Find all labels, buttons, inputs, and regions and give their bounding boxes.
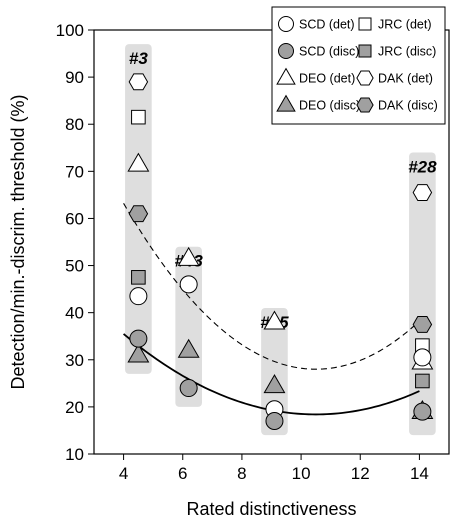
point-deo-det-2 bbox=[177, 246, 200, 266]
y-axis-ticks: 10 20 30 40 50 60 70 80 90 100 bbox=[56, 21, 94, 464]
legend-label-jrc-det: JRC (det) bbox=[378, 18, 431, 32]
x-axis-title: Rated distinctiveness bbox=[186, 499, 356, 519]
y-tick-label-70: 70 bbox=[65, 162, 84, 181]
x-tick-label-4: 4 bbox=[119, 464, 128, 483]
y-tick-label-10: 10 bbox=[65, 445, 84, 464]
point-dak-det-1 bbox=[128, 73, 149, 91]
data-points bbox=[127, 73, 434, 431]
legend-label-deo-det: DEO (det) bbox=[299, 72, 355, 86]
legend-label-dak-det: DAK (det) bbox=[378, 72, 433, 86]
legend-marker-deo-disc bbox=[276, 94, 296, 112]
legend-label-scd-det: SCD (det) bbox=[299, 18, 355, 32]
y-tick-label-90: 90 bbox=[65, 68, 84, 87]
legend-marker-dak-disc bbox=[356, 97, 374, 113]
y-tick-label-20: 20 bbox=[65, 398, 84, 417]
point-deo-disc-1 bbox=[127, 343, 150, 363]
y-axis-title: Detection/min.-discrim. threshold (%) bbox=[8, 94, 28, 389]
legend-marker-jrc-det bbox=[358, 17, 372, 31]
legend-label-deo-disc: DEO (disc) bbox=[299, 99, 360, 113]
y-tick-label-60: 60 bbox=[65, 209, 84, 228]
point-scd-det-2 bbox=[179, 275, 198, 294]
y-tick-label-40: 40 bbox=[65, 304, 84, 323]
legend-marker-scd-disc bbox=[278, 43, 294, 59]
group-label-4: #28 bbox=[408, 157, 437, 176]
point-jrc-det-1 bbox=[131, 109, 146, 125]
x-tick-label-6: 6 bbox=[178, 464, 187, 483]
point-jrc-disc-2 bbox=[415, 373, 430, 389]
point-scd-disc-3 bbox=[265, 412, 284, 431]
point-dak-det-2 bbox=[412, 184, 433, 201]
legend-marker-dak-det bbox=[356, 70, 374, 86]
y-tick-label-50: 50 bbox=[65, 257, 84, 276]
point-dak-disc-1 bbox=[128, 205, 149, 223]
legend-label-scd-disc: SCD (disc) bbox=[299, 45, 359, 59]
legend-marker-scd-det bbox=[278, 16, 294, 32]
point-scd-disc-1 bbox=[129, 329, 148, 348]
y-tick-label-30: 30 bbox=[65, 351, 84, 370]
point-deo-disc-2 bbox=[177, 338, 200, 358]
x-axis-ticks: 4 6 8 10 12 14 bbox=[119, 454, 429, 483]
y-tick-label-80: 80 bbox=[65, 115, 84, 134]
point-jrc-disc-1 bbox=[131, 270, 146, 285]
legend: SCD (det) SCD (disc) JRC (det) JRC (disc) DE… bbox=[271, 6, 446, 125]
point-deo-det-1 bbox=[127, 152, 150, 172]
dashed-fit-curve bbox=[123, 203, 420, 370]
point-scd-disc-2 bbox=[179, 379, 198, 398]
point-scd-det-4 bbox=[413, 348, 432, 367]
point-deo-disc-3 bbox=[263, 374, 286, 394]
legend-label-jrc-disc: JRC (disc) bbox=[378, 45, 436, 59]
point-scd-disc-4 bbox=[413, 402, 432, 421]
point-scd-det-1 bbox=[129, 287, 148, 306]
x-tick-label-8: 8 bbox=[237, 464, 246, 483]
legend-marker-deo-det bbox=[276, 67, 296, 85]
legend-label-dak-disc: DAK (disc) bbox=[378, 99, 438, 113]
point-deo-det-3 bbox=[263, 310, 286, 330]
y-tick-label-100: 100 bbox=[56, 21, 84, 40]
x-tick-label-10: 10 bbox=[292, 464, 311, 483]
legend-marker-jrc-disc bbox=[358, 44, 372, 58]
x-tick-label-12: 12 bbox=[351, 464, 370, 483]
group-label-1: #3 bbox=[129, 49, 148, 68]
point-dak-disc-2 bbox=[412, 315, 433, 333]
x-tick-label-14: 14 bbox=[410, 464, 429, 483]
